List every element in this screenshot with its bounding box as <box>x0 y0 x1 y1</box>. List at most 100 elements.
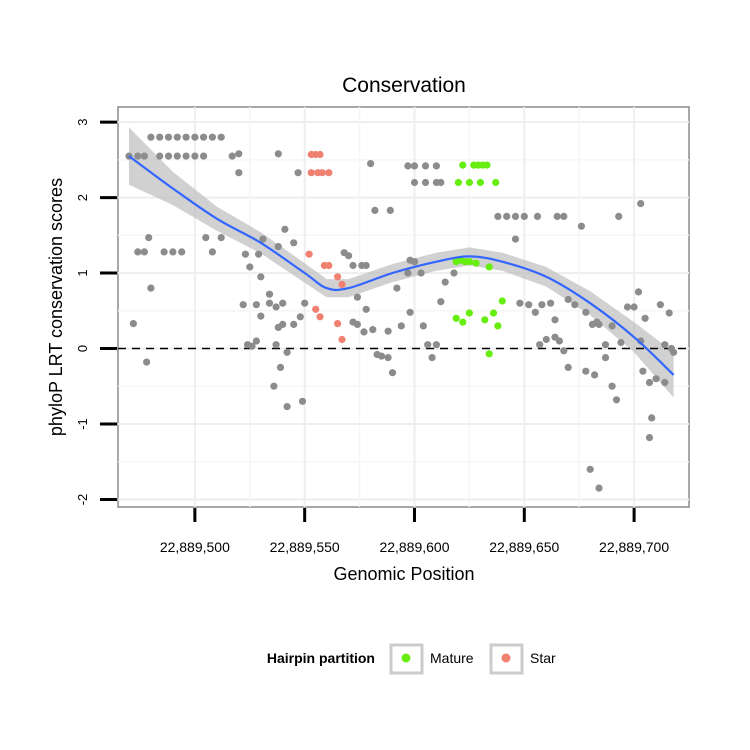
data-point-other <box>419 322 427 330</box>
data-point-other <box>577 222 586 230</box>
data-point-other <box>274 243 282 251</box>
legend-label-star: Star <box>530 650 556 666</box>
data-point-other <box>553 212 561 220</box>
data-point-other <box>661 378 669 387</box>
data-point-other <box>298 397 307 405</box>
data-point-other <box>173 152 181 160</box>
data-point-other <box>393 284 401 292</box>
data-point-other <box>404 269 412 277</box>
data-point-other <box>208 133 216 141</box>
data-point-other <box>147 133 155 141</box>
data-point-other <box>424 341 432 349</box>
data-point-other <box>560 212 568 220</box>
y-tick-label: 0 <box>75 345 90 352</box>
data-point-other <box>283 348 291 356</box>
data-point-other <box>630 303 638 311</box>
data-point-other <box>265 299 274 307</box>
data-point-other <box>547 299 555 307</box>
data-point-other <box>241 250 249 258</box>
series-other <box>125 133 678 492</box>
data-point-other <box>593 318 601 326</box>
data-point-other <box>533 212 542 220</box>
series-star <box>305 150 346 344</box>
data-point-other <box>665 309 673 317</box>
data-point-star <box>312 305 320 313</box>
data-point-other <box>612 396 621 404</box>
data-point-mature <box>481 316 489 324</box>
data-point-mature <box>459 161 467 169</box>
data-point-other <box>235 150 243 158</box>
data-point-other <box>397 322 405 330</box>
legend-title: Hairpin partition <box>267 650 375 666</box>
data-point-mature <box>485 263 493 271</box>
data-point-other <box>276 363 285 371</box>
data-point-other <box>608 382 616 390</box>
data-point-other <box>255 250 263 258</box>
data-point-other <box>371 206 379 214</box>
data-point-star <box>334 273 342 281</box>
data-point-other <box>623 303 632 311</box>
data-point-other <box>270 382 278 390</box>
data-point-mature <box>472 259 480 267</box>
data-point-other <box>648 414 656 422</box>
data-point-other <box>525 301 533 309</box>
legend-entry-mature: Mature <box>389 643 474 675</box>
data-point-other <box>437 298 445 306</box>
data-point-other <box>246 263 254 271</box>
data-point-star <box>305 250 313 258</box>
data-point-mature <box>465 258 473 266</box>
data-point-other <box>406 308 414 316</box>
smooth-confidence-band <box>129 127 674 398</box>
data-point-other <box>432 341 440 349</box>
data-point-star <box>316 313 324 321</box>
data-point-star <box>316 150 324 159</box>
data-point-other <box>257 312 265 320</box>
data-point-other <box>191 152 199 160</box>
data-point-other <box>645 378 654 387</box>
data-point-other <box>511 235 520 243</box>
y-tick-label: 3 <box>75 118 90 125</box>
data-point-other <box>637 200 645 208</box>
data-point-other <box>200 133 208 141</box>
data-point-other <box>536 341 544 349</box>
data-point-other <box>156 152 164 160</box>
data-point-star <box>325 169 333 177</box>
y-tick-label: -1 <box>75 418 90 430</box>
x-axis-label: Genomic Position <box>333 564 474 584</box>
data-point-other <box>173 133 181 141</box>
data-point-other <box>296 313 304 321</box>
data-point-star <box>318 169 326 177</box>
data-point-other <box>437 178 445 187</box>
data-point-mature <box>485 350 493 358</box>
data-point-other <box>217 133 225 141</box>
data-point-other <box>542 335 550 344</box>
data-point-other <box>182 133 190 141</box>
data-point-mature <box>454 178 462 187</box>
data-point-other <box>362 305 370 313</box>
data-point-other <box>200 152 208 160</box>
x-tick-label: 22,889,550 <box>270 539 340 555</box>
legend-dot-star <box>501 653 511 663</box>
data-point-other <box>560 347 568 355</box>
data-point-other <box>586 465 594 473</box>
data-point-other <box>129 320 137 328</box>
data-point-other <box>235 169 243 177</box>
data-point-other <box>208 248 216 256</box>
data-point-other <box>164 133 173 141</box>
x-tick-label: 22,889,700 <box>599 539 669 555</box>
data-point-other <box>279 299 287 307</box>
data-point-star <box>307 169 315 177</box>
data-point-other <box>670 348 678 356</box>
data-point-other <box>551 316 559 324</box>
data-point-other <box>265 290 274 298</box>
data-point-other <box>178 248 186 256</box>
data-point-other <box>503 212 511 220</box>
data-point-other <box>410 178 419 187</box>
data-point-mature <box>459 318 467 326</box>
data-point-other <box>639 367 647 375</box>
data-point-other <box>410 258 419 266</box>
data-point-other <box>494 212 502 220</box>
data-point-other <box>228 152 236 160</box>
data-point-other <box>591 371 599 379</box>
